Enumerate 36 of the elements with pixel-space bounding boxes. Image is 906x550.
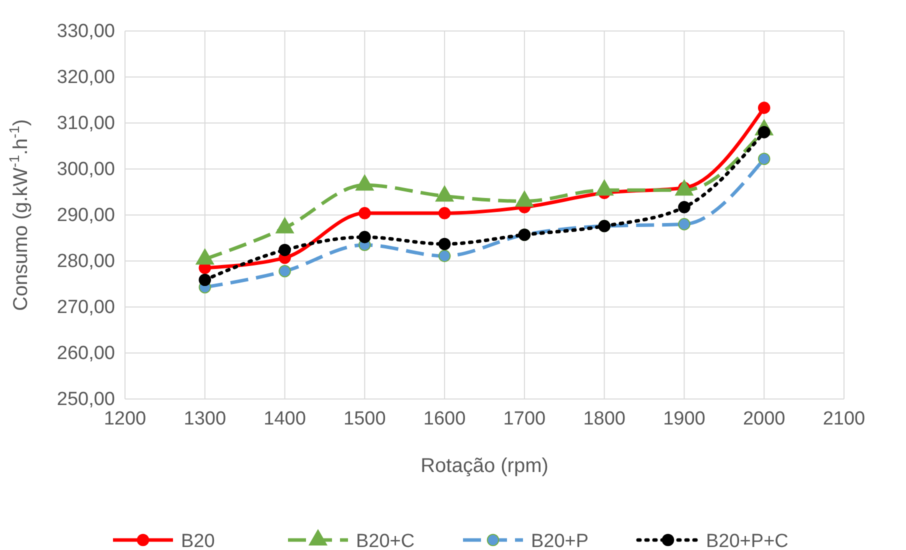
x-tick-label: 1200 <box>104 408 146 430</box>
x-axis-title: Rotação (rpm) <box>420 455 548 477</box>
legend-label: B20+C <box>356 531 415 550</box>
point <box>358 230 371 244</box>
point <box>438 250 451 262</box>
y-tick-label: 250,00 <box>56 389 115 410</box>
x-tick-label: 1800 <box>583 408 626 430</box>
point <box>438 238 451 250</box>
y-tick-label: 320,00 <box>56 67 115 88</box>
point <box>758 152 770 166</box>
x-tick-label: 1700 <box>503 408 546 430</box>
point <box>438 207 451 220</box>
point <box>678 201 690 214</box>
legend-label: B20 <box>181 531 215 550</box>
y-tick-label: 280,00 <box>56 251 115 272</box>
x-tick-label: 1900 <box>663 408 706 430</box>
x-tick-label: 2000 <box>742 408 786 430</box>
point <box>278 244 291 256</box>
x-tick-label: 2100 <box>822 408 866 430</box>
x-tick-label: 1500 <box>344 408 386 430</box>
y-tick-label: 300,00 <box>56 159 115 180</box>
y-tick-label: 260,00 <box>56 343 115 364</box>
x-tick-label: 1300 <box>184 408 226 430</box>
y-tick-label: 290,00 <box>56 205 115 226</box>
y-tick-label: 270,00 <box>56 297 115 318</box>
legend-label: B20+P+C <box>706 531 788 550</box>
y-tick-label: 330,00 <box>56 21 115 42</box>
point <box>758 102 770 114</box>
point <box>278 264 291 278</box>
x-tick-label: 1600 <box>423 408 466 430</box>
point <box>678 218 690 230</box>
point <box>358 207 371 220</box>
legend-label: B20+P <box>531 531 589 550</box>
x-tick-label: 1400 <box>264 408 306 430</box>
point <box>198 274 212 286</box>
y-tick-label: 310,00 <box>56 113 115 134</box>
